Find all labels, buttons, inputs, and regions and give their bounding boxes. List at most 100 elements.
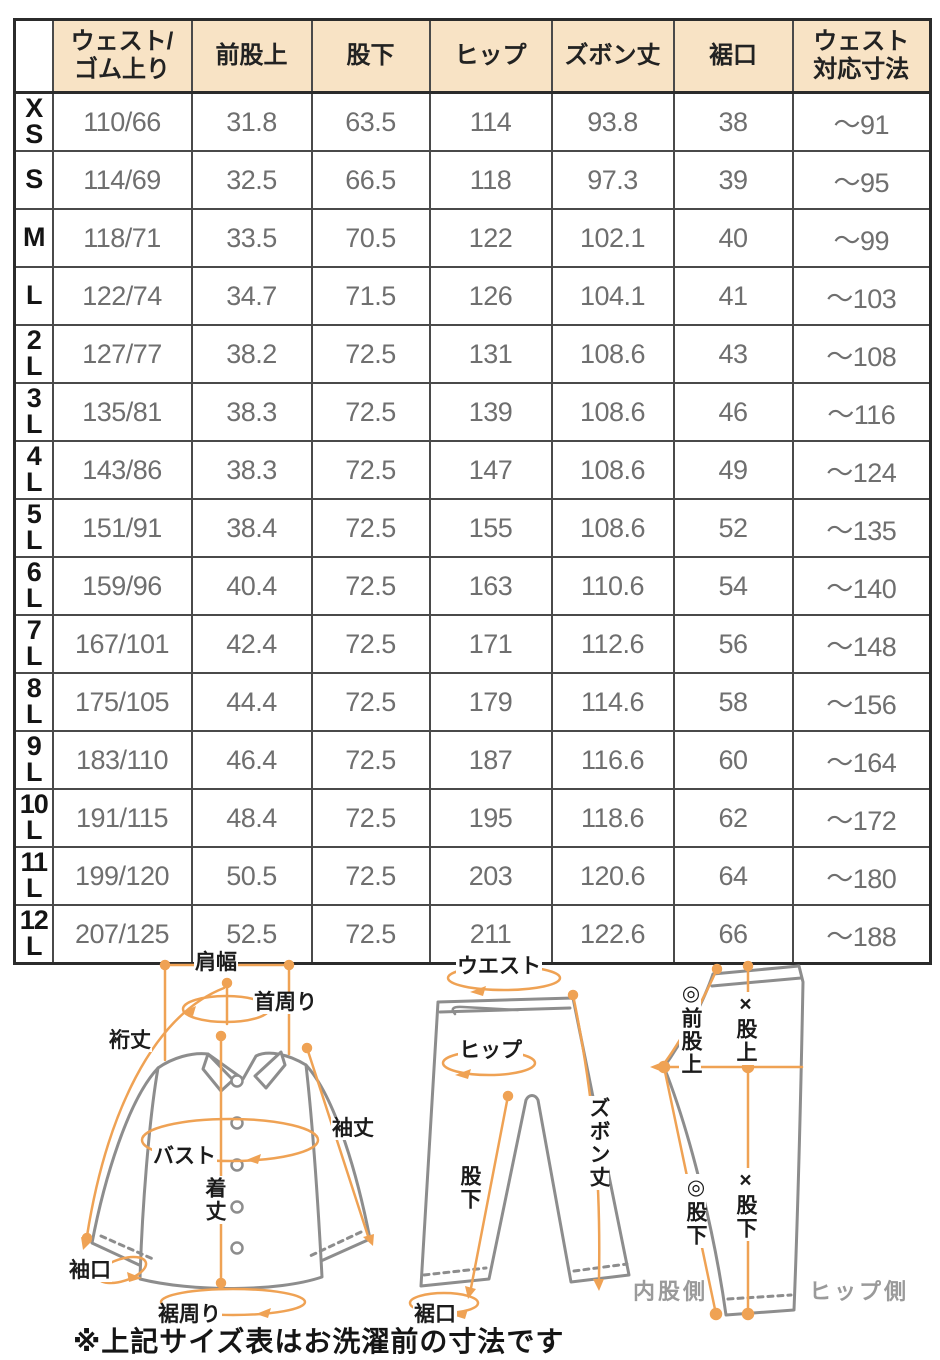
- shirt-shoulder-width-label: 肩幅: [194, 951, 238, 975]
- size-label: 8 L: [13, 672, 54, 732]
- side-front-rise-label: ◎前股上: [679, 980, 703, 1077]
- cell: 72.5: [310, 846, 431, 906]
- cell: 42.4: [190, 614, 313, 674]
- cell: ～164: [791, 730, 932, 790]
- table-row: 4 L 143/86 38.3 72.5 147 108.6 49 ～124: [13, 440, 932, 500]
- shirt-sleeve-length-label: 袖丈: [331, 1117, 375, 1141]
- cell: 49: [672, 440, 794, 500]
- cell: 34.7: [190, 266, 313, 326]
- cell: 207/125: [51, 904, 193, 965]
- size-label: 4 L: [13, 440, 54, 500]
- cell: 163: [428, 556, 553, 616]
- cell: 120.6: [550, 846, 675, 906]
- cell: 66.5: [310, 150, 431, 210]
- cell: 151/91: [51, 498, 193, 558]
- pants-waist-label: ウエスト: [456, 955, 542, 979]
- cell: 72.5: [310, 498, 431, 558]
- cell: 58: [672, 672, 794, 732]
- cell: 56: [672, 614, 794, 674]
- cell: 38: [672, 91, 794, 152]
- cell: 147: [428, 440, 553, 500]
- cell: 72.5: [310, 904, 431, 965]
- cell: 139: [428, 382, 553, 442]
- table-row: 5 L 151/91 38.4 72.5 155 108.6 52 ～135: [13, 498, 932, 558]
- col-header-size: [13, 18, 54, 94]
- table-row: 7 L 167/101 42.4 72.5 171 112.6 56 ～148: [13, 614, 932, 674]
- cell: 114.6: [550, 672, 675, 732]
- cell: 175/105: [51, 672, 193, 732]
- table-row: M 118/71 33.5 70.5 122 102.1 40 ～99: [13, 208, 932, 268]
- cell: 40: [672, 208, 794, 268]
- size-label: X S: [13, 91, 54, 152]
- cell: 102.1: [550, 208, 675, 268]
- cell: 72.5: [310, 324, 431, 384]
- cell: 122/74: [51, 266, 193, 326]
- side-inner-thigh-label: 内股側: [633, 1279, 709, 1304]
- size-label: S: [13, 150, 54, 210]
- cell: 127/77: [51, 324, 193, 384]
- cell: 72.5: [310, 788, 431, 848]
- cell: 126: [428, 266, 553, 326]
- cell: 40.4: [190, 556, 313, 616]
- cell: 108.6: [550, 382, 675, 442]
- cell: 167/101: [51, 614, 193, 674]
- pants-hem-opening-label: 裾口: [413, 1303, 457, 1327]
- cell: 108.6: [550, 498, 675, 558]
- cell: 31.8: [190, 91, 313, 152]
- cell: 52: [672, 498, 794, 558]
- cell: 66: [672, 904, 794, 965]
- cell: 38.4: [190, 498, 313, 558]
- cell: 60: [672, 730, 794, 790]
- shirt-yuki-length-label: 裄丈: [108, 1029, 152, 1053]
- col-header-waist-elastic: ウェスト/ ゴム上り: [51, 18, 193, 94]
- cell: 38.3: [190, 440, 313, 500]
- cell: 48.4: [190, 788, 313, 848]
- table-row: 9 L 183/110 46.4 72.5 187 116.6 60 ～164: [13, 730, 932, 790]
- col-header-front-rise: 前股上: [190, 18, 313, 94]
- pants-hip-label: ヒップ: [458, 1039, 523, 1063]
- pre-wash-note: ※上記サイズ表はお洗濯前の寸法です: [73, 1326, 565, 1357]
- cell: 33.5: [190, 208, 313, 268]
- size-label: 11 L: [13, 846, 54, 906]
- col-header-inseam: 股下: [310, 18, 431, 94]
- shirt-neck-label: 首周り: [253, 991, 318, 1015]
- cell: 39: [672, 150, 794, 210]
- header-row: ウェスト/ ゴム上り 前股上 股下 ヒップ ズボン丈 裾口 ウェスト 対応寸法: [13, 18, 932, 94]
- shirt-hem-around-label: 裾周り: [157, 1303, 222, 1327]
- size-label: 6 L: [13, 556, 54, 616]
- cell: 179: [428, 672, 553, 732]
- cell: 54: [672, 556, 794, 616]
- col-header-waist-fit: ウェスト 対応寸法: [791, 18, 932, 94]
- cell: 63.5: [310, 91, 431, 152]
- cell: 122.6: [550, 904, 675, 965]
- size-label: 10 L: [13, 788, 54, 848]
- cell: 72.5: [310, 672, 431, 732]
- cell: 93.8: [550, 91, 675, 152]
- cell: ～148: [791, 614, 932, 674]
- table-row: 12 L 207/125 52.5 72.5 211 122.6 66 ～188: [13, 904, 932, 965]
- cell: 38.2: [190, 324, 313, 384]
- side-inseam-inner-label: ◎股下: [684, 1174, 708, 1248]
- pants-length-label: ズボン丈: [587, 1096, 611, 1190]
- cell: 122: [428, 208, 553, 268]
- cell: 64: [672, 846, 794, 906]
- cell: 108.6: [550, 440, 675, 500]
- table-row: 10 L 191/115 48.4 72.5 195 118.6 62 ～172: [13, 788, 932, 848]
- cell: 71.5: [310, 266, 431, 326]
- cell: 50.5: [190, 846, 313, 906]
- cell: ～91: [791, 91, 932, 152]
- cell: 110.6: [550, 556, 675, 616]
- shirt-diagram: [90, 1050, 372, 1290]
- cell: 116.6: [550, 730, 675, 790]
- cell: 143/86: [51, 440, 193, 500]
- size-label: 5 L: [13, 498, 54, 558]
- pants-inseam-label: 股下: [458, 1164, 482, 1212]
- cell: 41: [672, 266, 794, 326]
- cell: 32.5: [190, 150, 313, 210]
- shirt-measure-lines: [81, 959, 374, 1318]
- side-rise-label: ×股上: [734, 992, 758, 1065]
- cell: 72.5: [310, 440, 431, 500]
- cell: ～172: [791, 788, 932, 848]
- side-inseam-cross-label: ×股下: [734, 1168, 758, 1241]
